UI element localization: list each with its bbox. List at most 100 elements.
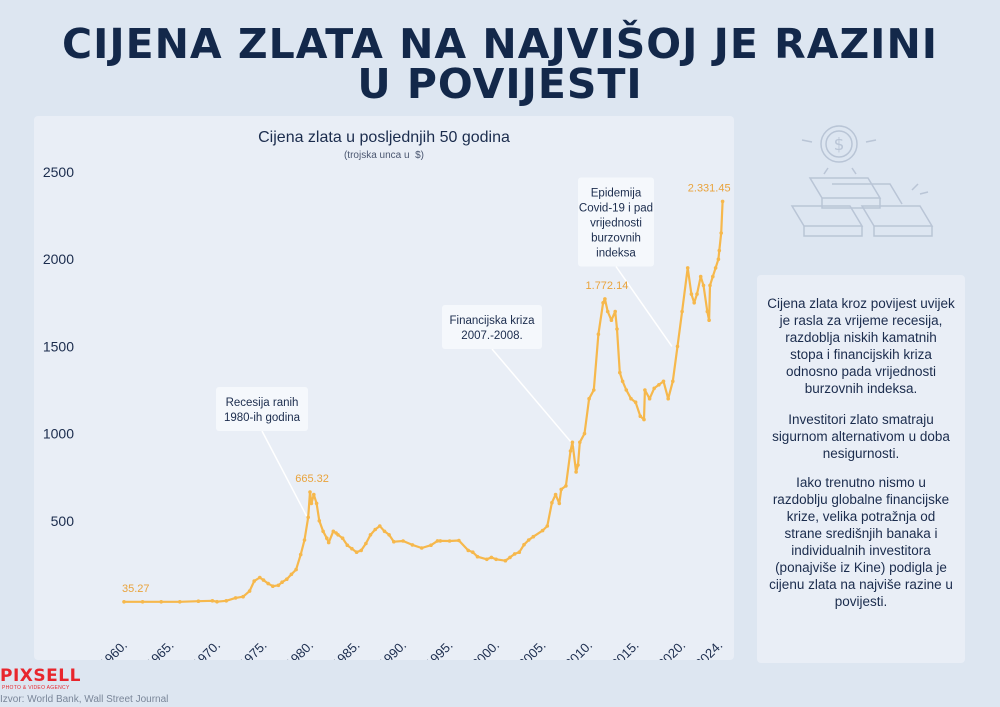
data-point [350, 546, 354, 551]
data-point [695, 292, 699, 296]
data-point [368, 533, 373, 537]
data-point [122, 600, 126, 604]
y-tick-label: 500 [51, 513, 75, 529]
data-point [241, 594, 245, 599]
data-point [210, 599, 215, 603]
x-tick-label: 1985. [329, 638, 363, 660]
data-point [609, 318, 614, 322]
data-point [276, 583, 281, 588]
data-point [178, 600, 182, 604]
data-point [298, 552, 303, 557]
data-labels: 35.27 665.32 1.772.14 2.331.45 [122, 182, 731, 594]
data-point [314, 501, 319, 506]
data-point [587, 396, 591, 401]
data-point [643, 388, 647, 392]
data-point [570, 440, 575, 445]
data-point [540, 528, 545, 533]
data-point [629, 396, 633, 401]
data-point [671, 379, 675, 384]
x-tick-label: 2024. [692, 638, 726, 660]
data-point [438, 539, 443, 543]
data-label: 2.331.45 [688, 182, 731, 194]
annotation-text: indeksa [596, 248, 636, 260]
data-point [378, 524, 382, 528]
y-tick-label: 1000 [43, 426, 74, 442]
data-point [517, 550, 522, 554]
data-point [692, 301, 696, 305]
data-point [196, 599, 201, 603]
data-point [717, 248, 722, 253]
data-point [475, 554, 480, 559]
data-point [503, 558, 508, 563]
annotation-text: Financijska kriza [450, 315, 536, 327]
data-point [701, 283, 706, 288]
data-point [531, 534, 536, 539]
data-point [698, 274, 703, 279]
data-point [601, 301, 605, 305]
data-point [522, 542, 526, 547]
data-point [596, 332, 601, 336]
series-gold-price [122, 199, 725, 604]
data-point [512, 552, 517, 556]
data-point [685, 266, 690, 270]
y-tick-label: 2000 [43, 251, 74, 267]
data-point [261, 578, 266, 582]
data-point [620, 379, 625, 384]
data-point [494, 557, 498, 562]
annotation-leader [615, 266, 673, 347]
data-point [336, 533, 340, 537]
annotation-leader [491, 348, 575, 447]
data-point [429, 543, 433, 547]
data-point [224, 599, 229, 603]
data-point [713, 266, 718, 270]
data-point [657, 383, 661, 387]
data-point [564, 484, 568, 488]
data-point [247, 589, 252, 593]
data-point [294, 567, 298, 572]
data-point [326, 540, 331, 545]
data-point [306, 515, 311, 520]
data-point [359, 548, 364, 553]
data-point [309, 501, 314, 506]
data-point [553, 492, 558, 497]
data-point [317, 519, 322, 523]
data-point [382, 529, 387, 534]
data-point [707, 318, 711, 322]
data-point [574, 470, 578, 474]
data-point [578, 440, 582, 445]
annotation-text: burzovnih [591, 233, 641, 245]
x-axis-ticks: 1960. 1965. 1970. 1975. 1980. 1985. 1990. 1995.… [97, 638, 726, 660]
y-tick-label: 1500 [43, 338, 74, 354]
data-point [233, 596, 238, 600]
data-point [447, 539, 452, 543]
info-paragraph-1: Cijena zlata kroz povijest uvijek je ras… [767, 296, 955, 396]
data-point [719, 231, 723, 235]
data-label: 665.32 [295, 473, 329, 485]
data-point [618, 370, 622, 375]
data-point [331, 529, 336, 534]
data-point [289, 572, 294, 577]
data-point [666, 396, 670, 401]
data-point [466, 548, 471, 553]
info-panel: Cijena zlata kroz povijest uvijek je ras… [757, 275, 965, 663]
source-note: Izvor: World Bank, Wall Street Journal [0, 694, 169, 705]
data-point [354, 550, 359, 554]
y-axis-ticks: 500 1000 1500 2000 2500 [43, 164, 74, 529]
data-point [582, 431, 587, 436]
data-point [419, 546, 424, 550]
data-point [680, 309, 684, 314]
data-point [642, 417, 646, 422]
data-point [325, 536, 329, 540]
x-tick-label: 1980. [283, 638, 317, 660]
svg-text:$: $ [834, 135, 845, 155]
annotations: Recesija ranih 1980-ih godina Financijska … [216, 177, 673, 518]
chart-title: Cijena zlata u posljednjih 50 godina [258, 129, 510, 146]
data-point [615, 327, 619, 331]
gold-bars-coin-icon: $ [790, 125, 934, 237]
annotation-box [216, 387, 308, 431]
annotation-leader [261, 430, 308, 518]
x-tick-label: 1970. [190, 638, 224, 660]
data-point [592, 388, 596, 392]
data-point [559, 487, 563, 492]
gold-price-chart: Cijena zlata u posljednjih 50 godina (tr… [43, 129, 731, 660]
